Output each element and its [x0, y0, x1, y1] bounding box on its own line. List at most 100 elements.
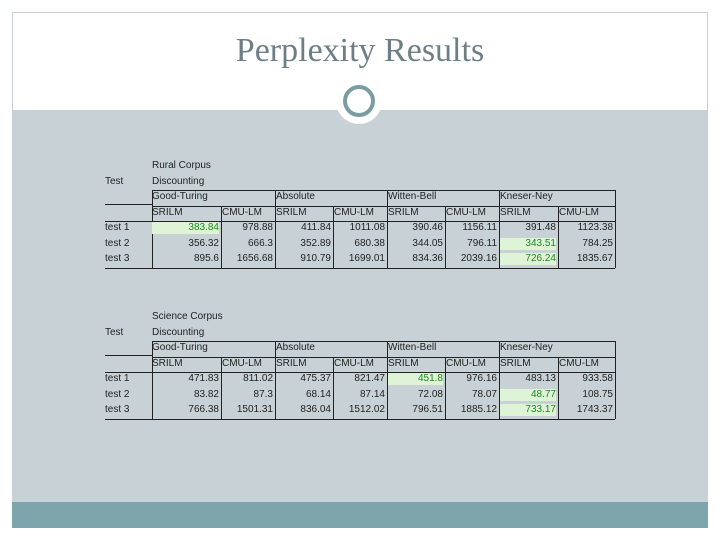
value-cell: 352.89 [300, 237, 331, 249]
value-cell: 87.3 [253, 388, 273, 400]
value-cell: 726.24 [500, 253, 556, 265]
method-top-rule [152, 341, 615, 342]
value-cell: 1512.02 [348, 404, 385, 415]
label-top-rule [105, 372, 152, 373]
tool-header: CMU-LM [222, 206, 262, 218]
method-bottom-rule [152, 205, 615, 207]
tool-column-rule [333, 356, 334, 419]
row-label: test 2 [105, 237, 130, 249]
row-label: test 3 [105, 404, 130, 415]
value-cell: 1011.08 [349, 222, 385, 233]
row-label: test 1 [105, 222, 130, 233]
method-column-rule [387, 190, 388, 268]
value-cell: 1656.68 [236, 253, 273, 264]
tool-column-rule [558, 356, 559, 419]
value-cell: 2039.16 [460, 253, 497, 264]
value-cell: 978.88 [242, 222, 273, 233]
circle-ornament-icon [336, 78, 382, 124]
value-cell: 895.6 [193, 253, 219, 264]
value-cell: 471.83 [188, 373, 219, 384]
test-header: Test [105, 175, 124, 187]
value-cell: 83.82 [193, 388, 219, 400]
method-header: Kneser-Ney [500, 342, 553, 353]
value-cell: 811.02 [243, 373, 273, 384]
method-column-rule [275, 341, 276, 419]
test-header-rule [105, 204, 152, 205]
value-cell: 1699.01 [348, 253, 385, 264]
method-top-rule [152, 190, 615, 191]
value-cell: 766.38 [188, 404, 219, 415]
value-cell: 1743.37 [576, 404, 613, 415]
table-bottom-rule [105, 267, 615, 269]
method-header: Witten-Bell [388, 191, 437, 202]
value-cell: 834.36 [412, 253, 443, 264]
table-right-rule [615, 190, 616, 268]
corpus-label: Science Corpus [152, 311, 223, 322]
value-cell: 390.46 [412, 222, 443, 233]
value-cell: 48.77 [500, 388, 556, 401]
method-header: Kneser-Ney [500, 191, 553, 202]
label-top-rule [105, 221, 152, 222]
tool-column-rule [445, 356, 446, 419]
value-cell: 343.51 [500, 237, 556, 250]
value-cell: 680.38 [354, 237, 385, 249]
value-cell: 1835.67 [576, 253, 613, 264]
tool-header: SRILM [276, 357, 307, 369]
value-cell: 78.07 [471, 388, 497, 400]
tool-column-rule [221, 356, 222, 419]
label-column-rule [152, 341, 153, 419]
method-column-rule [275, 190, 276, 268]
corpus-label: Rural Corpus [152, 160, 211, 171]
value-cell: 1156.11 [462, 222, 497, 233]
value-cell: 976.16 [466, 373, 497, 384]
value-cell: 784.25 [582, 237, 613, 249]
method-column-rule [499, 190, 500, 268]
tool-header: SRILM [500, 357, 531, 369]
tool-column-rule [445, 205, 446, 268]
method-column-rule [387, 341, 388, 419]
value-cell: 933.58 [582, 373, 613, 384]
value-cell: 666.3 [247, 237, 273, 249]
test-header-rule [105, 355, 152, 356]
tool-header: SRILM [388, 357, 419, 369]
value-cell: 72.08 [417, 388, 443, 400]
value-cell: 451.8 [388, 373, 443, 385]
value-cell: 910.79 [300, 253, 331, 264]
method-header: Absolute [276, 342, 315, 353]
value-cell: 344.05 [412, 237, 443, 249]
method-header: Witten-Bell [388, 342, 437, 353]
test-header: Test [105, 326, 124, 338]
value-cell: 108.75 [582, 388, 613, 400]
slide-title: Perplexity Results [235, 32, 485, 69]
tool-header: CMU-LM [559, 206, 599, 218]
method-column-rule [499, 341, 500, 419]
value-cell: 411.84 [301, 222, 331, 233]
tool-header: SRILM [152, 206, 183, 218]
tool-header: CMU-LM [222, 357, 262, 369]
value-cell: 796.11 [467, 237, 497, 249]
tool-column-rule [333, 205, 334, 268]
tool-header: CMU-LM [559, 357, 599, 369]
method-header: Absolute [276, 191, 315, 202]
row-label: test 1 [105, 373, 130, 384]
table-bottom-rule [105, 418, 615, 420]
tool-header: SRILM [388, 206, 419, 218]
value-cell: 391.48 [525, 222, 556, 233]
row-label: test 3 [105, 253, 130, 264]
value-cell: 1885.12 [460, 404, 497, 415]
method-header: Good-Turing [152, 342, 208, 353]
row-label: test 2 [105, 388, 130, 400]
value-cell: 821.47 [354, 373, 385, 384]
value-cell: 68.14 [305, 388, 331, 400]
tool-header: CMU-LM [446, 357, 486, 369]
method-bottom-rule [152, 356, 615, 358]
tool-header: SRILM [500, 206, 531, 218]
tool-column-rule [221, 205, 222, 268]
discounting-label: Discounting [152, 326, 205, 338]
tool-header: CMU-LM [334, 357, 374, 369]
tool-header: SRILM [152, 357, 183, 369]
value-cell: 483.13 [525, 373, 556, 384]
value-cell: 796.51 [412, 404, 443, 415]
tool-bottom-rule [152, 372, 615, 373]
value-cell: 836.04 [300, 404, 331, 415]
